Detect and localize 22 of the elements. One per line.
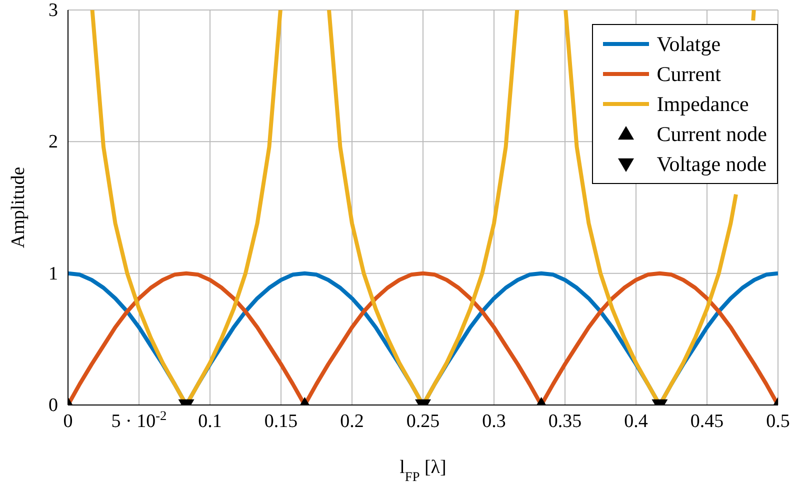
- x-tick-label: 0.1: [198, 411, 222, 432]
- y-tick-label: 0: [48, 395, 58, 416]
- x-tick-label: 5 · 10$^{-2}$: [111, 408, 167, 432]
- y-tick-label: 1: [48, 263, 58, 284]
- x-tick-label: 0.45: [690, 411, 724, 432]
- x-tick-label: 0.35: [548, 411, 582, 432]
- x-tick-label: 0: [63, 411, 73, 432]
- x-tick-label: 0.25: [406, 411, 440, 432]
- legend-label: Current node: [656, 121, 767, 148]
- y-axis-title: Amplitude: [8, 166, 29, 248]
- legend-label: Current: [656, 61, 721, 88]
- x-tick-label: 0.3: [482, 411, 506, 432]
- x-tick-label: 0.4: [624, 411, 648, 432]
- y-tick-label: 2: [48, 132, 58, 153]
- y-tick-label: 3: [48, 0, 58, 21]
- x-tick-label: 0.5: [766, 411, 790, 432]
- legend-label: Impedance: [656, 91, 749, 118]
- x-axis-title: l$_{FP}$ [λ]: [400, 457, 446, 483]
- legend-label: Voltage node: [656, 151, 767, 178]
- x-tick-label: 0.15: [264, 411, 298, 432]
- legend-label: Volatge: [656, 31, 721, 58]
- x-tick-label: 0.2: [340, 411, 364, 432]
